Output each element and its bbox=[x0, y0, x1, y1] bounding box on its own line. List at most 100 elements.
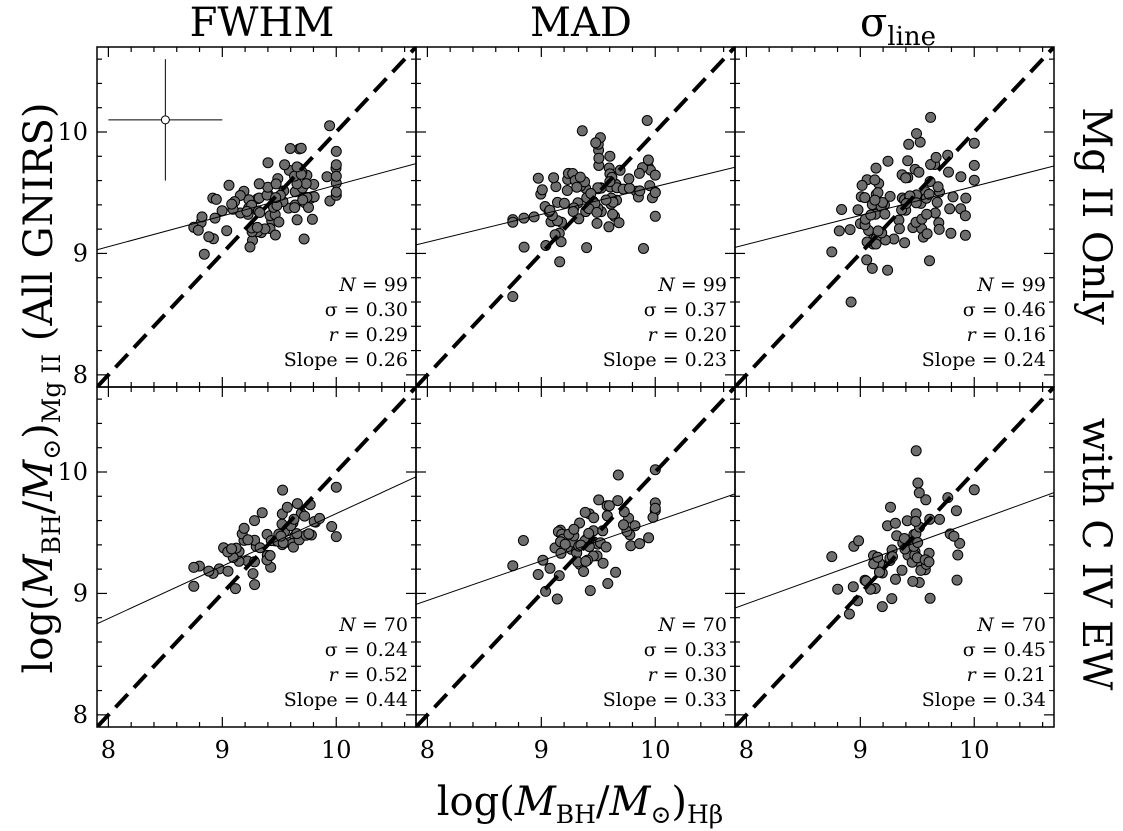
panel-plot-area bbox=[416, 387, 735, 727]
data-point bbox=[968, 174, 980, 186]
x-tick-label: 9 bbox=[534, 736, 549, 764]
data-point bbox=[550, 181, 562, 193]
data-point bbox=[613, 217, 625, 229]
x-tick-label: 10 bbox=[321, 736, 352, 764]
y-tick-label: 8 bbox=[73, 361, 88, 389]
data-point bbox=[593, 494, 605, 506]
panel-plot-area bbox=[416, 47, 735, 387]
data-point bbox=[870, 162, 882, 174]
data-point bbox=[893, 223, 905, 235]
data-point bbox=[866, 262, 878, 274]
data-point bbox=[930, 151, 942, 163]
data-point bbox=[612, 495, 624, 507]
data-point bbox=[551, 593, 563, 605]
data-point bbox=[603, 221, 615, 233]
stat-slope: Slope = 0.33 bbox=[603, 689, 727, 711]
data-point bbox=[641, 115, 653, 126]
data-point bbox=[273, 216, 285, 228]
data-point bbox=[284, 143, 296, 154]
data-point bbox=[951, 574, 963, 586]
stat-sigma: σ = 0.37 bbox=[644, 299, 727, 321]
data-point bbox=[216, 205, 228, 217]
data-point bbox=[244, 241, 256, 253]
data-point bbox=[945, 227, 957, 239]
y-tick-label: 10 bbox=[57, 458, 88, 486]
stat-slope: Slope = 0.34 bbox=[922, 689, 1046, 711]
data-point bbox=[281, 501, 293, 513]
fit-line bbox=[735, 165, 1054, 248]
data-point bbox=[330, 170, 342, 182]
y-tick-label: 10 bbox=[57, 118, 88, 146]
data-point bbox=[571, 181, 583, 193]
data-point bbox=[853, 535, 865, 547]
data-point bbox=[856, 179, 868, 191]
x-tick-label: 8 bbox=[739, 736, 754, 764]
stat-n: N = 70 bbox=[657, 614, 727, 636]
stat-sigma: σ = 0.24 bbox=[325, 639, 408, 661]
data-point bbox=[836, 204, 848, 215]
data-point bbox=[295, 142, 307, 154]
one-to-one-line bbox=[416, 387, 735, 727]
data-point bbox=[907, 575, 919, 587]
data-point bbox=[507, 291, 519, 302]
data-point bbox=[629, 520, 641, 532]
panel-plot-area bbox=[97, 387, 416, 727]
data-point bbox=[869, 194, 881, 206]
data-point bbox=[289, 202, 301, 214]
column-title-mad: MAD bbox=[530, 0, 632, 46]
data-point bbox=[910, 445, 922, 457]
fit-line bbox=[416, 166, 735, 246]
fit-line bbox=[97, 476, 416, 625]
data-point bbox=[955, 171, 967, 183]
data-point bbox=[923, 188, 935, 200]
data-point bbox=[581, 242, 593, 254]
data-point bbox=[230, 583, 241, 595]
data-point bbox=[649, 169, 661, 181]
data-point bbox=[578, 566, 590, 577]
data-point bbox=[602, 578, 614, 589]
panel-plot-area bbox=[735, 387, 1054, 727]
one-to-one-line bbox=[416, 47, 735, 387]
stat-sigma: σ = 0.46 bbox=[963, 299, 1046, 321]
data-point bbox=[198, 248, 210, 260]
panel-with-civ-ew-mad: 8 9 10 N = 70 σ = 0.33 r = 0.30 Slope = 0.33 bbox=[415, 386, 736, 764]
y-axis-label: log(MBH/M⊙)Mg II (All GNIRS) bbox=[16, 103, 66, 674]
data-point bbox=[923, 556, 935, 568]
x-tick-label: 10 bbox=[640, 736, 671, 764]
data-point bbox=[321, 171, 333, 183]
stat-sigma: σ = 0.33 bbox=[644, 639, 727, 661]
data-point bbox=[324, 120, 336, 132]
data-point bbox=[532, 172, 544, 184]
data-point bbox=[242, 534, 254, 546]
data-point bbox=[298, 233, 310, 245]
data-point bbox=[612, 469, 624, 481]
data-point bbox=[590, 137, 602, 149]
fit-line bbox=[416, 493, 735, 605]
data-point bbox=[306, 213, 318, 225]
stat-slope: Slope = 0.26 bbox=[284, 349, 408, 371]
data-point bbox=[287, 541, 299, 553]
data-point bbox=[924, 255, 935, 267]
stat-slope: Slope = 0.23 bbox=[603, 349, 727, 371]
data-point bbox=[903, 138, 915, 150]
row-title-with-civ-ew: with C IV EW bbox=[1073, 418, 1119, 691]
data-point bbox=[299, 510, 311, 522]
data-point bbox=[944, 203, 956, 215]
data-point bbox=[561, 185, 573, 196]
stat-r: r = 0.30 bbox=[648, 664, 727, 686]
data-point bbox=[249, 579, 261, 591]
data-point bbox=[247, 568, 259, 580]
data-point bbox=[600, 541, 612, 553]
data-point bbox=[912, 537, 924, 548]
data-point bbox=[885, 501, 896, 513]
data-point bbox=[852, 204, 864, 216]
y-tick-label: 9 bbox=[73, 239, 88, 267]
data-point bbox=[330, 159, 342, 171]
panel-plot-area bbox=[735, 47, 1054, 387]
x-tick-label: 9 bbox=[215, 736, 230, 764]
stat-n: N = 99 bbox=[976, 274, 1046, 296]
data-point bbox=[291, 214, 303, 226]
data-point bbox=[872, 551, 884, 563]
data-point bbox=[264, 550, 276, 561]
